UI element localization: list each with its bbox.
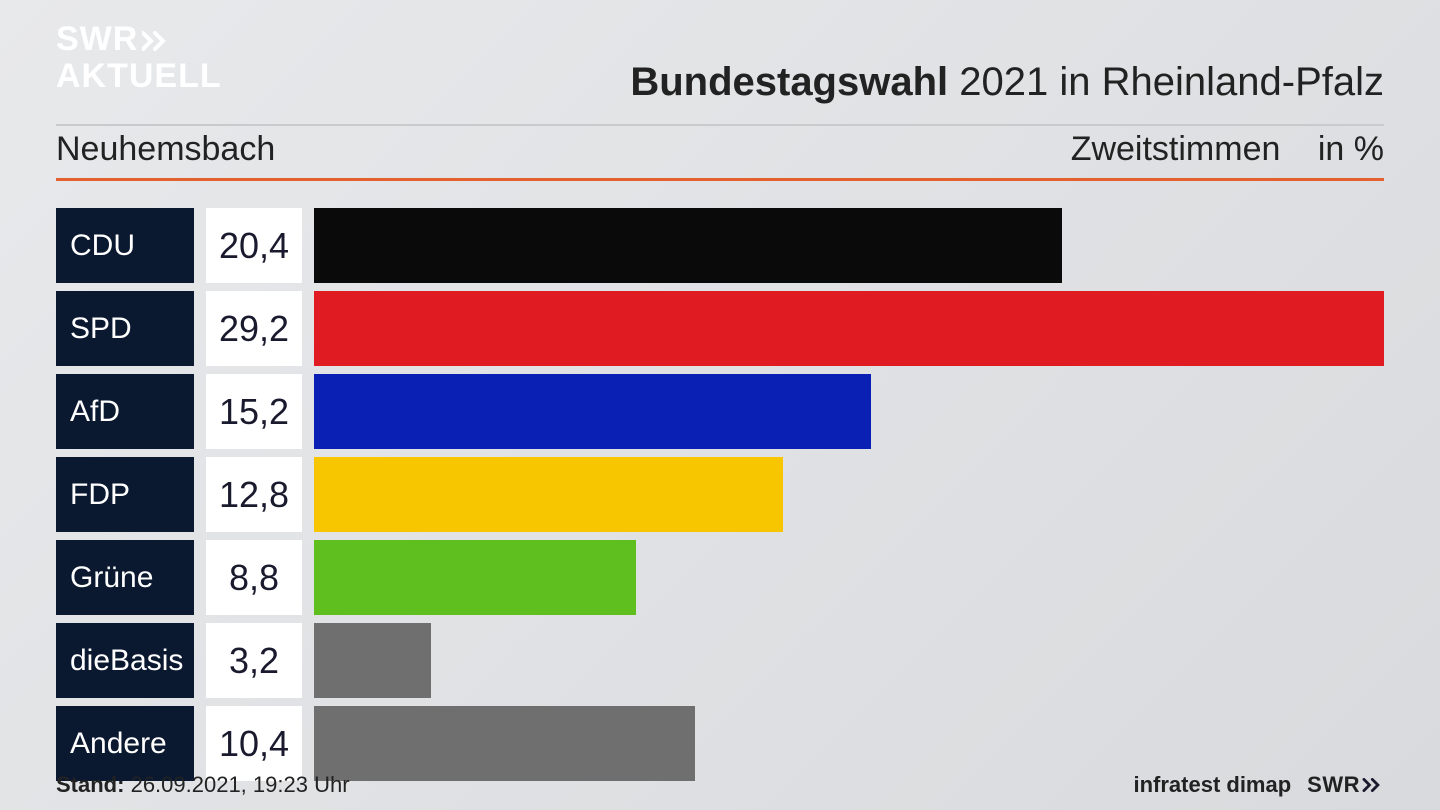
title-bold: Bundestagswahl — [630, 60, 948, 104]
subtitle-row: Neuhemsbach Zweitstimmen in % — [56, 130, 1384, 169]
chart-row: Andere10,4 — [56, 706, 1384, 781]
title-rest: 2021 in Rheinland-Pfalz — [948, 60, 1384, 104]
value-label: 15,2 — [206, 374, 302, 449]
bar-chart: CDU20,4SPD29,2AfD15,2FDP12,8Grüne8,8dieB… — [56, 208, 1384, 789]
bar — [314, 540, 636, 615]
value-label: 10,4 — [206, 706, 302, 781]
bar-track — [314, 374, 1384, 449]
divider-thin — [56, 124, 1384, 126]
bar-track — [314, 457, 1384, 532]
bar — [314, 208, 1062, 283]
value-label: 12,8 — [206, 457, 302, 532]
vote-type-label: Zweitstimmen — [1071, 130, 1281, 168]
party-label: Grüne — [56, 540, 194, 615]
bar-track — [314, 706, 1384, 781]
bar-track — [314, 291, 1384, 366]
location-label: Neuhemsbach — [56, 130, 275, 168]
chart-row: dieBasis3,2 — [56, 623, 1384, 698]
bar — [314, 706, 695, 781]
chart-row: Grüne8,8 — [56, 540, 1384, 615]
chevron-right-icon — [142, 23, 170, 59]
logo-line1: SWR — [56, 20, 138, 58]
bar — [314, 457, 783, 532]
party-label: FDP — [56, 457, 194, 532]
divider-accent — [56, 178, 1384, 181]
party-label: CDU — [56, 208, 194, 283]
unit-label: in % — [1318, 130, 1384, 168]
party-label: SPD — [56, 291, 194, 366]
stand-label: Stand: — [56, 772, 124, 797]
bar — [314, 374, 871, 449]
chart-row: CDU20,4 — [56, 208, 1384, 283]
page-title: Bundestagswahl 2021 in Rheinland-Pfalz — [630, 60, 1384, 105]
broadcaster-small-logo: SWR — [1307, 772, 1384, 798]
bar-track — [314, 623, 1384, 698]
bar-track — [314, 540, 1384, 615]
party-label: Andere — [56, 706, 194, 781]
bar — [314, 623, 431, 698]
footer: Stand: 26.09.2021, 19:23 Uhr infratest d… — [56, 772, 1384, 798]
value-label: 20,4 — [206, 208, 302, 283]
chart-row: AfD15,2 — [56, 374, 1384, 449]
chart-row: FDP12,8 — [56, 457, 1384, 532]
logo-line2: AKTUELL — [56, 59, 222, 95]
stand-timestamp: 26.09.2021, 19:23 Uhr — [131, 772, 350, 797]
party-label: AfD — [56, 374, 194, 449]
bar — [314, 291, 1384, 366]
party-label: dieBasis — [56, 623, 194, 698]
bar-track — [314, 208, 1384, 283]
value-label: 8,8 — [206, 540, 302, 615]
chart-row: SPD29,2 — [56, 291, 1384, 366]
value-label: 29,2 — [206, 291, 302, 366]
broadcaster-logo: SWR AKTUELL — [56, 22, 222, 95]
value-label: 3,2 — [206, 623, 302, 698]
source-label: infratest dimap — [1133, 772, 1291, 798]
